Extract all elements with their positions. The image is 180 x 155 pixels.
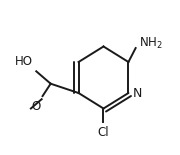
Text: N: N [133, 86, 142, 100]
Text: Cl: Cl [98, 126, 109, 139]
Text: NH$_2$: NH$_2$ [139, 36, 163, 51]
Text: O: O [31, 100, 41, 113]
Text: HO: HO [15, 55, 33, 68]
